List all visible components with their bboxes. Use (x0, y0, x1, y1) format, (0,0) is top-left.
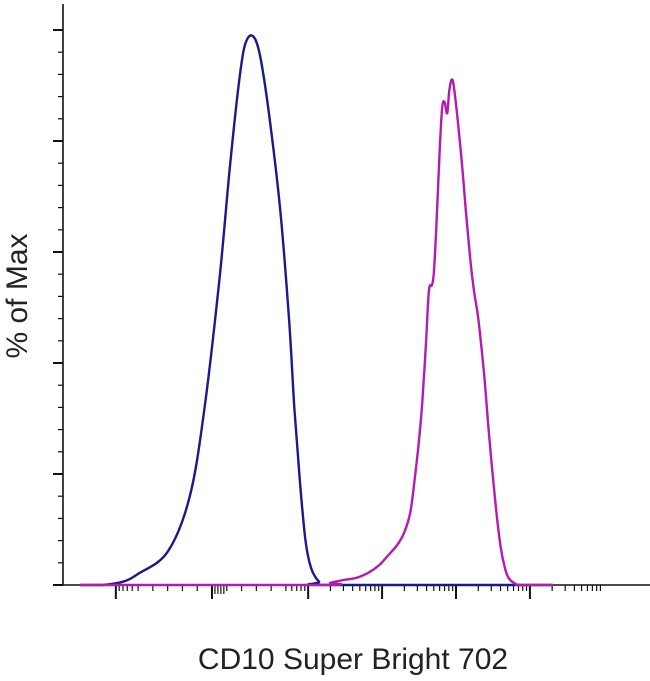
x-axis-title: CD10 Super Bright 702 (198, 643, 508, 676)
y-axis-title: % of Max (1, 233, 34, 358)
axes (62, 4, 650, 586)
histogram-series-2 (79, 78, 554, 587)
x-ticks (114, 585, 602, 599)
histogram-series-1 (79, 34, 554, 587)
y-ticks (53, 29, 63, 586)
series-layer (79, 34, 554, 587)
